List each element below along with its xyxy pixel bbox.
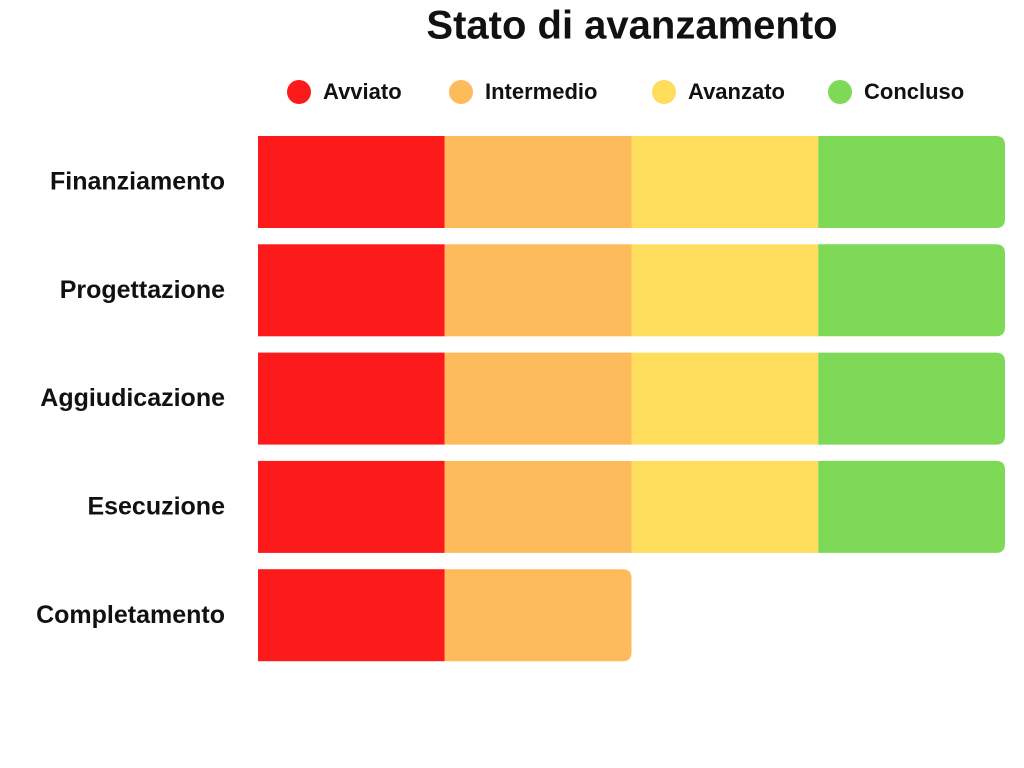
bar-segment <box>818 136 1005 228</box>
bar-segment <box>258 352 445 445</box>
legend-label: Intermedio <box>485 79 597 104</box>
bar-segment <box>631 352 819 445</box>
legend-label: Concluso <box>864 79 964 104</box>
bar-segment <box>258 136 445 228</box>
bar-segment <box>444 460 632 553</box>
legend-label: Avviato <box>323 79 402 104</box>
chart-title: Stato di avanzamento <box>426 4 837 48</box>
bar-segment <box>444 244 632 337</box>
legend-swatch <box>828 80 852 104</box>
bar-segment <box>818 460 1005 553</box>
bar-segment <box>444 352 632 445</box>
bar-segment <box>818 352 1005 445</box>
bar-segment <box>631 136 819 228</box>
bar-segment <box>631 460 819 553</box>
category-label: Esecuzione <box>87 493 225 521</box>
category-label: Aggiudicazione <box>40 384 225 412</box>
bar-segment <box>258 244 445 337</box>
bar-segment <box>444 569 632 662</box>
category-label: Finanziamento <box>50 168 225 196</box>
bar-segment <box>631 244 819 337</box>
legend-swatch <box>449 80 473 104</box>
bar-segment <box>444 136 632 228</box>
legend-label: Avanzato <box>688 79 785 104</box>
category-label: Progettazione <box>60 276 225 304</box>
bar-segment <box>258 460 445 553</box>
legend-swatch <box>652 80 676 104</box>
legend-swatch <box>287 80 311 104</box>
bar-segment <box>258 569 445 662</box>
category-label: Completamento <box>36 601 225 629</box>
bar-segment <box>818 244 1005 337</box>
